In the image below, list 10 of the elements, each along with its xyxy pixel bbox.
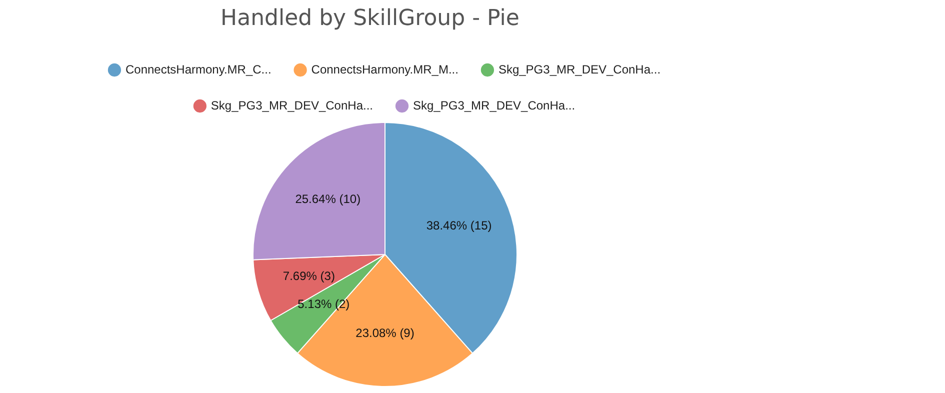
legend-label: Skg_PG3_MR_DEV_ConHa... [413, 98, 576, 112]
data-label: 38.46% (15) [426, 218, 492, 233]
chart-title: Handled by SkillGroup - Pie [220, 6, 520, 31]
data-label: 23.08% (9) [356, 326, 414, 340]
legend-label: ConnectsHarmony.MR_M... [311, 62, 458, 76]
legend-label: ConnectsHarmony.MR_C... [125, 62, 272, 76]
data-label: 25.64% (10) [295, 192, 361, 206]
legend-label: Skg_PG3_MR_DEV_ConHa... [498, 62, 661, 76]
data-label: 7.69% (3) [282, 268, 335, 283]
legend-label: Skg_PG3_MR_DEV_ConHa... [210, 98, 373, 112]
